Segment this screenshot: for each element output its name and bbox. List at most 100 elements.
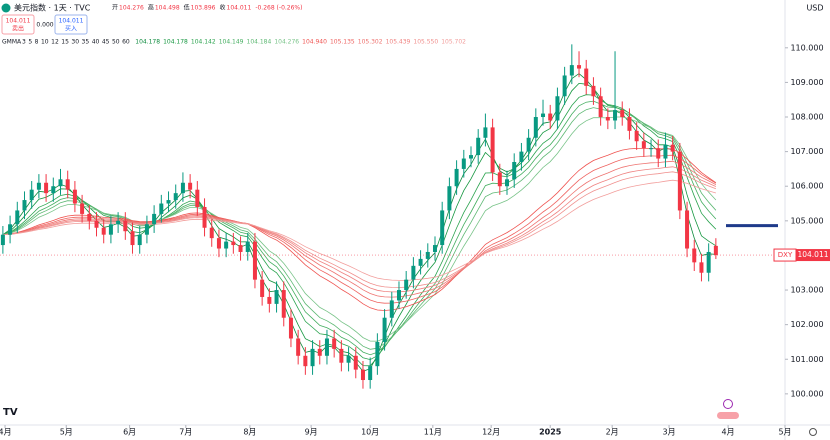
candle-body xyxy=(368,366,373,381)
candle-body xyxy=(216,238,221,249)
buy-price: 104.011 xyxy=(59,18,84,25)
settings-icon[interactable] xyxy=(809,428,817,436)
candle-body xyxy=(562,75,567,97)
candle-body xyxy=(598,96,603,118)
candle-body xyxy=(80,203,85,214)
candle-body xyxy=(569,65,574,76)
y-tick-label: 105.000 xyxy=(790,216,823,225)
candle-body xyxy=(555,96,560,121)
event-icon[interactable] xyxy=(723,399,733,409)
candle-body xyxy=(108,224,113,235)
candle-body xyxy=(8,224,13,235)
x-tick-label: 5月 xyxy=(778,428,791,437)
candle-body xyxy=(440,210,445,246)
gmma-line xyxy=(2,116,717,342)
candle-body xyxy=(548,113,553,121)
candle-body xyxy=(476,137,481,156)
candle-body xyxy=(663,144,668,159)
candle-body xyxy=(447,186,452,211)
candle-body xyxy=(339,348,344,363)
ohlc-name: 收 xyxy=(219,4,225,12)
candle-body xyxy=(591,85,596,97)
candle-body xyxy=(411,265,416,280)
candle-body xyxy=(627,117,632,131)
gmma-lines xyxy=(2,73,717,372)
candle-body xyxy=(296,338,301,356)
sell-price: 104.011 xyxy=(6,18,31,25)
candles xyxy=(0,44,718,389)
candle-body xyxy=(209,227,214,239)
candle-body xyxy=(116,220,121,225)
candle-body xyxy=(188,182,193,190)
gmma-period: 8 xyxy=(35,39,39,46)
candle-body xyxy=(692,248,697,263)
candle-body xyxy=(123,220,128,232)
candle-body xyxy=(620,110,625,118)
candle-body xyxy=(137,234,142,246)
candle-body xyxy=(144,224,149,235)
candle-body xyxy=(677,151,682,211)
last-price-label: 104.011 xyxy=(797,250,828,259)
gmma-period: 50 xyxy=(112,39,120,46)
x-tick-label: 4月 xyxy=(0,428,12,437)
buy-button[interactable] xyxy=(54,14,88,35)
gmma-period: 45 xyxy=(102,39,110,46)
candle-body xyxy=(0,234,5,246)
candle-body xyxy=(389,300,394,318)
candle-body xyxy=(317,348,322,356)
candle-body xyxy=(512,162,517,180)
candle-body xyxy=(505,179,510,187)
ohlc-value: 103.896 xyxy=(191,5,216,12)
candle-body xyxy=(432,245,437,252)
x-tick-label: 3月 xyxy=(663,428,676,437)
candle-body xyxy=(533,117,538,138)
candle-body xyxy=(173,193,178,201)
gmma-period: 40 xyxy=(92,39,100,46)
y-tick-label: 106.000 xyxy=(790,182,823,191)
candle-body xyxy=(641,141,646,149)
candle-body xyxy=(166,200,171,204)
candle-body xyxy=(685,210,690,249)
candle-body xyxy=(396,290,401,301)
y-tick-label: 101.000 xyxy=(790,355,823,364)
tv-logo: TV xyxy=(3,407,18,418)
candle-body xyxy=(195,189,200,207)
gmma-value: 104.178 xyxy=(135,39,160,46)
x-tick-label: 4月 xyxy=(722,428,735,437)
gmma-period: 12 xyxy=(51,39,59,46)
y-tick-label: 102.000 xyxy=(790,320,823,329)
candle-body xyxy=(202,206,207,228)
gmma-line xyxy=(2,73,716,372)
candle-body xyxy=(94,220,99,228)
candle-body xyxy=(497,172,502,187)
symbol-icon xyxy=(1,3,11,13)
gmma-period: 60 xyxy=(122,39,130,46)
sell-button[interactable] xyxy=(1,14,35,35)
gmma-line xyxy=(2,166,717,293)
candle-body xyxy=(72,189,77,204)
candle-body xyxy=(65,179,70,190)
y-tick-label: 108.000 xyxy=(790,113,823,122)
candle-body xyxy=(461,158,466,169)
y-tick-label: 110.000 xyxy=(790,43,823,52)
x-tick-label: 9月 xyxy=(305,428,318,437)
gmma-value: 105.550 xyxy=(413,39,438,46)
candle-body xyxy=(22,200,27,211)
candle-body xyxy=(656,148,661,159)
candle-body xyxy=(224,241,229,249)
candle-body xyxy=(584,68,589,86)
candle-body xyxy=(310,348,315,367)
candle-body xyxy=(87,213,92,221)
x-tick-label: 12月 xyxy=(482,428,500,437)
gmma-period: 30 xyxy=(71,39,79,46)
event-pill[interactable] xyxy=(717,412,739,419)
candle-body xyxy=(274,290,279,304)
candle-body xyxy=(180,182,185,194)
candle-body xyxy=(231,241,236,246)
ohlc-name: 高 xyxy=(148,4,154,12)
gmma-value: 104.149 xyxy=(219,39,244,46)
gmma-period: 15 xyxy=(61,39,69,46)
candle-body xyxy=(288,317,293,339)
candle-body xyxy=(360,369,365,381)
x-tick-label: 2月 xyxy=(606,428,619,437)
